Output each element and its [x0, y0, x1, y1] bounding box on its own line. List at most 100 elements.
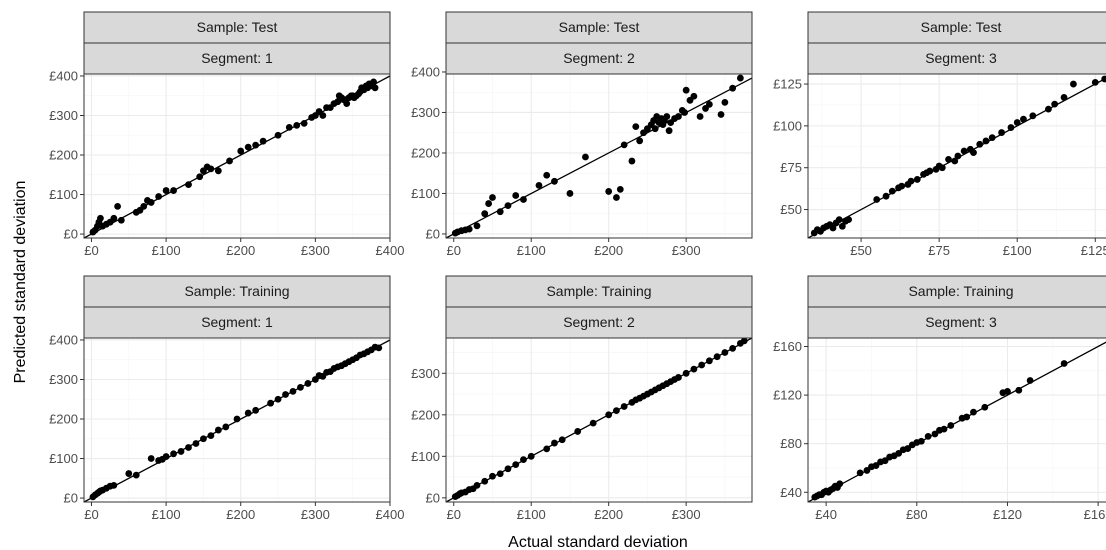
data-point	[1101, 75, 1106, 83]
x-tick-label: £400	[376, 243, 405, 258]
data-point	[960, 147, 968, 155]
data-point	[481, 210, 489, 218]
data-point	[947, 422, 955, 429]
data-point	[473, 481, 481, 489]
data-point	[274, 131, 282, 139]
panel-border	[445, 73, 753, 239]
panel-border	[807, 73, 1106, 239]
x-tick-label: £0	[84, 507, 98, 522]
x-tick-label: £40	[815, 507, 837, 522]
data-point	[293, 121, 301, 129]
data-point	[913, 176, 921, 183]
data-point	[721, 98, 729, 106]
facet-panel: Sample: Test Segment: 2 £0 £100 £200 £300 £0 £1…	[411, 11, 753, 258]
data-point	[543, 171, 551, 179]
data-point	[740, 338, 748, 345]
data-point	[132, 471, 140, 479]
y-tick-label: £40	[780, 485, 802, 500]
segment-strip-label: Segment: 3	[925, 50, 997, 66]
data-point	[628, 157, 636, 165]
x-tick-label: £125	[1081, 243, 1106, 258]
y-tick-label: £400	[49, 332, 78, 347]
grid-lines	[446, 74, 752, 238]
data-point	[717, 111, 725, 118]
data-point	[566, 190, 574, 197]
data-point	[110, 214, 118, 222]
data-points	[89, 78, 379, 236]
data-point	[274, 395, 282, 403]
data-point	[489, 472, 496, 480]
data-point	[904, 445, 912, 452]
grid-lines	[446, 338, 752, 502]
data-point	[970, 149, 977, 157]
data-point	[931, 430, 939, 438]
y-axis-title: Predicted standard deviation	[12, 181, 29, 384]
data-point	[177, 448, 185, 455]
data-point	[940, 425, 948, 433]
data-point	[371, 84, 379, 92]
x-tick-label: £100	[517, 243, 546, 258]
sample-strip	[807, 11, 1106, 44]
y-tick-label: £75	[780, 160, 802, 175]
data-point	[162, 187, 170, 194]
data-point	[696, 113, 704, 120]
data-point	[574, 428, 582, 435]
segment-strip	[807, 42, 1106, 75]
data-point	[613, 194, 620, 201]
x-tick-label: £300	[672, 243, 701, 258]
data-point	[285, 123, 293, 131]
y-tick-label: £100	[411, 186, 440, 201]
x-tick-label: £100	[152, 507, 181, 522]
data-point	[836, 480, 844, 488]
x-tick-label: £80	[906, 507, 928, 522]
data-point	[196, 173, 204, 181]
facet-panel: Sample: Test Segment: 1 £0 £100 £200 £300 £400…	[49, 11, 405, 258]
segment-strip	[445, 306, 753, 339]
data-point	[1004, 388, 1011, 395]
data-point	[620, 141, 628, 149]
data-point	[117, 216, 125, 224]
data-point	[504, 465, 512, 473]
grid-lines	[808, 338, 1106, 502]
x-tick-label: £200	[594, 507, 623, 522]
data-point	[244, 409, 252, 417]
x-tick-label: £100	[1003, 243, 1032, 258]
panel-border	[445, 337, 753, 503]
y-tick-label: £200	[411, 145, 440, 160]
x-tick-label: £75	[928, 243, 950, 258]
data-point	[713, 353, 721, 361]
data-point	[1020, 115, 1027, 123]
data-point	[233, 415, 241, 423]
data-point	[375, 344, 383, 352]
data-point	[297, 383, 304, 391]
segment-strip-label: Segment: 1	[201, 314, 273, 330]
data-point	[252, 406, 260, 414]
sample-strip	[83, 275, 391, 308]
data-point	[888, 187, 896, 195]
facet-panel: Sample: Training Segment: 3 £40 £80 £120 £160…	[773, 275, 1106, 522]
x-tick-label: £120	[993, 507, 1022, 522]
data-point	[682, 86, 690, 94]
y-tick-label: £100	[773, 118, 802, 133]
data-point	[675, 113, 682, 120]
data-point	[207, 165, 215, 173]
data-point	[252, 141, 260, 149]
data-point	[200, 435, 207, 443]
x-tick-label: £200	[226, 243, 255, 258]
data-point	[110, 482, 118, 489]
data-point	[496, 470, 504, 478]
data-point	[1051, 100, 1059, 108]
data-point	[1007, 124, 1015, 131]
data-point	[698, 361, 706, 369]
data-point	[170, 187, 177, 194]
data-point	[907, 177, 915, 185]
y-tick-label: £125	[773, 77, 802, 92]
data-point	[872, 462, 880, 469]
data-point	[1013, 119, 1021, 126]
data-point	[620, 403, 628, 410]
data-point	[981, 403, 989, 411]
data-point	[214, 167, 222, 175]
grid-lines	[84, 338, 390, 502]
data-points	[451, 338, 748, 501]
data-point	[222, 423, 230, 431]
